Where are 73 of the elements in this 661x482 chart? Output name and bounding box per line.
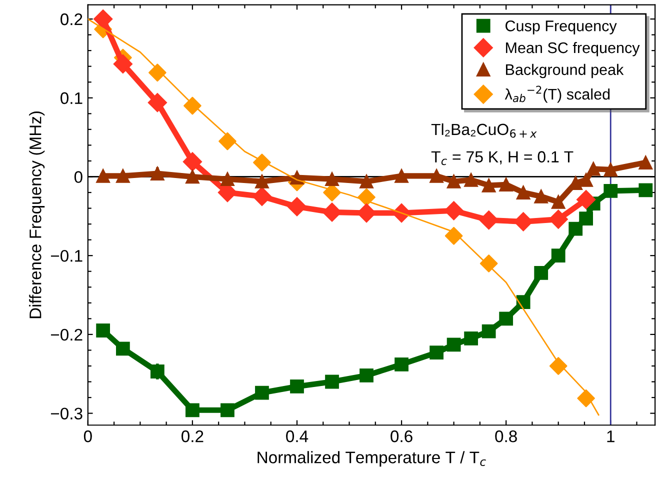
point <box>360 368 374 382</box>
legend-label: Background peak <box>506 64 624 78</box>
point <box>252 186 272 206</box>
point <box>579 172 593 187</box>
point <box>499 312 514 326</box>
point <box>576 190 596 210</box>
x-tick-label: 1 <box>607 430 614 442</box>
point <box>394 168 408 183</box>
y-tick-label: 0 <box>74 171 82 183</box>
y-tick-label: −0.2 <box>50 328 82 341</box>
point <box>148 93 167 112</box>
point <box>479 210 498 230</box>
point <box>579 212 593 226</box>
x-tick-label: 0.4 <box>286 430 308 442</box>
point <box>255 174 269 188</box>
point <box>446 174 461 188</box>
point <box>444 201 464 220</box>
y-tick-label: −0.1 <box>50 250 82 262</box>
point <box>116 342 130 356</box>
x-axis-title: Normalized Temperature T / T$_{c}$ <box>258 451 486 467</box>
point <box>516 186 530 200</box>
point <box>482 178 496 192</box>
x-tick-label: 0.8 <box>495 430 517 442</box>
point <box>96 324 110 338</box>
point <box>514 212 533 232</box>
point <box>444 226 463 245</box>
point <box>568 222 583 236</box>
point <box>255 386 269 400</box>
legend-label: Cusp Frequency <box>506 20 617 34</box>
point <box>186 170 200 184</box>
point <box>551 195 566 209</box>
point <box>638 156 653 170</box>
annotation: Tl₂Ba₂CuO$_{6+x}$ <box>431 123 537 138</box>
point <box>94 9 113 29</box>
point <box>464 172 478 187</box>
point <box>516 295 530 310</box>
point <box>96 168 110 183</box>
point <box>549 357 568 375</box>
y-tick-label: 0.1 <box>60 92 82 104</box>
point <box>482 324 496 338</box>
point <box>499 178 514 192</box>
point <box>446 338 461 352</box>
point <box>604 184 618 198</box>
point <box>548 210 568 229</box>
point <box>287 197 307 216</box>
legend-label: λ$_{ab}$$^{−2}$(T) scaled <box>504 86 610 103</box>
point <box>186 403 200 418</box>
point <box>551 248 566 263</box>
point <box>325 374 339 389</box>
point <box>290 380 304 394</box>
x-tick-label: 0.2 <box>182 430 204 442</box>
point <box>430 168 444 183</box>
legend-label: Mean SC frequency <box>506 42 640 56</box>
point <box>464 331 478 346</box>
x-tick-label: 0 <box>84 430 92 442</box>
point <box>182 152 202 172</box>
y-tick-label: −0.3 <box>50 408 82 420</box>
point <box>430 346 444 360</box>
point <box>325 172 339 186</box>
y-axis-title: Difference Frequency (MHz) <box>29 111 45 318</box>
point <box>604 162 618 177</box>
annotation: T$_{c}$ = 75 K, H = 0.1 T <box>431 151 574 166</box>
point <box>116 168 130 183</box>
point <box>586 162 600 176</box>
point <box>113 54 132 74</box>
point <box>638 183 653 198</box>
x-tick-label: 0.6 <box>390 430 412 442</box>
point <box>148 64 166 82</box>
y-tick-label: 0.2 <box>60 13 82 26</box>
point <box>394 357 408 372</box>
point <box>534 189 548 204</box>
point <box>534 266 548 280</box>
point <box>253 154 271 172</box>
